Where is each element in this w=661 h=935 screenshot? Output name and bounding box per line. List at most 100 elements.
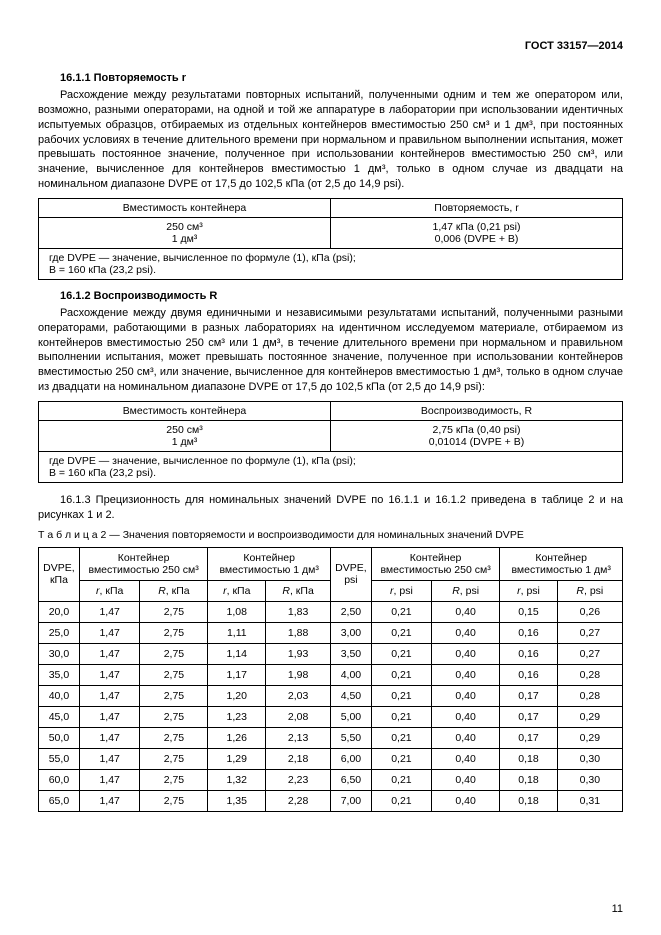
table-cell: 6,50 xyxy=(330,769,371,790)
table-cell: 2,75 xyxy=(140,790,208,811)
col-R-kpa: R, кПа xyxy=(140,580,208,601)
table-row: 55,01,472,751,292,186,000,210,400,180,30 xyxy=(39,748,623,769)
table-cell: 2,03 xyxy=(266,685,331,706)
table-row: 45,01,472,751,232,085,000,210,400,170,29 xyxy=(39,706,623,727)
table-cell: 0,40 xyxy=(431,790,499,811)
table-cell: 2,75 xyxy=(140,601,208,622)
table-cell: 0,40 xyxy=(431,643,499,664)
table-cell: 0,21 xyxy=(371,748,431,769)
table-cell: 4,50 xyxy=(330,685,371,706)
table-cell: 1,47 xyxy=(79,748,140,769)
col-group-250-psi: Контейнер вместимостью 250 см³ xyxy=(371,547,499,580)
table-cell: 0,30 xyxy=(557,748,622,769)
table-cell: 0,16 xyxy=(500,622,557,643)
table-row: 35,01,472,751,171,984,000,210,400,160,28 xyxy=(39,664,623,685)
table-cell: 0,21 xyxy=(371,622,431,643)
page: ГОСТ 33157—2014 16.1.1 Повторяемость r Р… xyxy=(0,0,661,935)
col-header-container: Вместимость контейнера xyxy=(39,401,331,420)
table-cell: 0,16 xyxy=(500,664,557,685)
table-cell: 1,47 кПа (0,21 psi) 0,006 (DVPE + B) xyxy=(331,217,623,248)
table-cell: 0,17 xyxy=(500,706,557,727)
doc-number: ГОСТ 33157—2014 xyxy=(38,40,623,52)
table-cell: 0,40 xyxy=(431,706,499,727)
table-cell: 20,0 xyxy=(39,601,80,622)
table-cell: 7,00 xyxy=(330,790,371,811)
table-row: 40,01,472,751,202,034,500,210,400,170,28 xyxy=(39,685,623,706)
table-cell: 40,0 xyxy=(39,685,80,706)
section-16-1-1-title: 16.1.1 Повторяемость r xyxy=(60,72,623,84)
col-r-kpa: r, кПа xyxy=(79,580,140,601)
col-R-kpa: R, кПа xyxy=(266,580,331,601)
col-r-kpa: r, кПа xyxy=(208,580,266,601)
table-2: DVPE, кПа Контейнер вместимостью 250 см³… xyxy=(38,547,623,812)
col-r-psi: r, psi xyxy=(500,580,557,601)
col-header-reprod: Воспроизводимость, R xyxy=(331,401,623,420)
table-cell: 0,40 xyxy=(431,748,499,769)
table-cell: 2,75 xyxy=(140,769,208,790)
table-row: 25,01,472,751,111,883,000,210,400,160,27 xyxy=(39,622,623,643)
table-cell: 1,26 xyxy=(208,727,266,748)
table-cell: 5,50 xyxy=(330,727,371,748)
table-cell: 1,47 xyxy=(79,685,140,706)
table-cell: 1,93 xyxy=(266,643,331,664)
table-cell: 0,27 xyxy=(557,622,622,643)
table-cell: 0,28 xyxy=(557,685,622,706)
table-cell: 0,40 xyxy=(431,664,499,685)
table-cell: 2,75 xyxy=(140,622,208,643)
table-cell: 1,47 xyxy=(79,643,140,664)
table-cell: 55,0 xyxy=(39,748,80,769)
table-cell: 45,0 xyxy=(39,706,80,727)
table-row: 65,01,472,751,352,287,000,210,400,180,31 xyxy=(39,790,623,811)
table-cell: 0,21 xyxy=(371,643,431,664)
table-cell: 1,83 xyxy=(266,601,331,622)
col-R-psi: R, psi xyxy=(431,580,499,601)
table-cell: 0,28 xyxy=(557,664,622,685)
table-cell: 0,21 xyxy=(371,727,431,748)
table-cell: 1,98 xyxy=(266,664,331,685)
section-16-1-2-text: Расхождение между двумя единичными и нез… xyxy=(38,306,623,395)
table-repeatability: Вместимость контейнера Повторяемость, r … xyxy=(38,198,623,280)
table-cell: 0,21 xyxy=(371,685,431,706)
table-cell: 0,18 xyxy=(500,790,557,811)
table-cell: 2,50 xyxy=(330,601,371,622)
table-cell: 2,75 xyxy=(140,643,208,664)
col-R-psi: R, psi xyxy=(557,580,622,601)
table-cell: 0,21 xyxy=(371,706,431,727)
table-cell: 0,40 xyxy=(431,727,499,748)
table-row: 30,01,472,751,141,933,500,210,400,160,27 xyxy=(39,643,623,664)
table-cell: 0,27 xyxy=(557,643,622,664)
section-16-1-1-text: Расхождение между результатами повторных… xyxy=(38,88,623,192)
table-cell: 0,16 xyxy=(500,643,557,664)
table-cell: 250 см³ 1 дм³ xyxy=(39,420,331,451)
table-cell: 2,75 xyxy=(140,727,208,748)
table-cell: 0,29 xyxy=(557,727,622,748)
table-cell: 1,11 xyxy=(208,622,266,643)
table-cell: 1,35 xyxy=(208,790,266,811)
table-cell: 1,14 xyxy=(208,643,266,664)
col-dvpe-psi: DVPE, psi xyxy=(330,547,371,601)
table-cell: 1,47 xyxy=(79,622,140,643)
table-cell: 30,0 xyxy=(39,643,80,664)
section-16-1-2-title: 16.1.2 Воспроизводимость R xyxy=(60,290,623,302)
table-cell: 2,75 xyxy=(140,685,208,706)
col-r-psi: r, psi xyxy=(371,580,431,601)
table-cell: 0,26 xyxy=(557,601,622,622)
table-cell: 250 см³ 1 дм³ xyxy=(39,217,331,248)
table-cell: 0,15 xyxy=(500,601,557,622)
table-cell: 1,47 xyxy=(79,790,140,811)
table-cell: 1,29 xyxy=(208,748,266,769)
table-cell: 1,47 xyxy=(79,769,140,790)
table-cell: 2,75 кПа (0,40 psi) 0,01014 (DVPE + B) xyxy=(331,420,623,451)
table-cell: 0,31 xyxy=(557,790,622,811)
table-cell: 1,47 xyxy=(79,727,140,748)
col-header-container: Вместимость контейнера xyxy=(39,198,331,217)
table-cell: 1,17 xyxy=(208,664,266,685)
col-dvpe-kpa: DVPE, кПа xyxy=(39,547,80,601)
table-cell: 1,08 xyxy=(208,601,266,622)
table-cell: 0,18 xyxy=(500,748,557,769)
page-number: 11 xyxy=(612,903,623,915)
table-cell: 0,30 xyxy=(557,769,622,790)
table-cell: 3,50 xyxy=(330,643,371,664)
table-cell: 35,0 xyxy=(39,664,80,685)
col-group-1dm-psi: Контейнер вместимостью 1 дм³ xyxy=(500,547,623,580)
